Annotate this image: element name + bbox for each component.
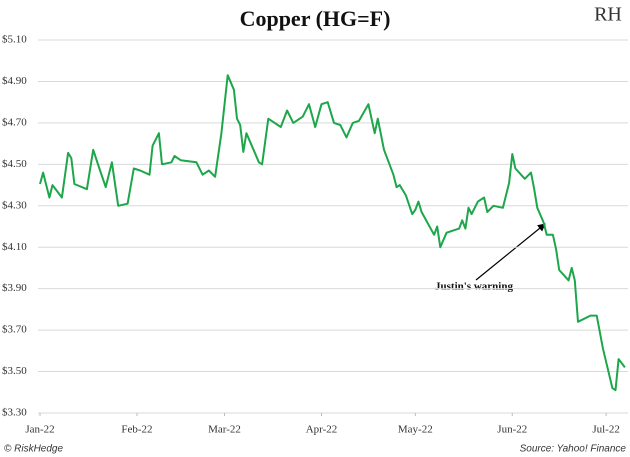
annotation-arrow (475, 223, 546, 281)
x-tick-label: Apr-22 (306, 424, 338, 436)
x-tick-label: Jun-22 (497, 424, 527, 436)
y-tick-label: $5.10 (2, 34, 27, 46)
logo: RH (594, 4, 622, 26)
x-tick-label: Feb-22 (121, 424, 152, 436)
y-tick-label: $4.90 (2, 75, 27, 87)
annotation: Justin's warning (435, 281, 513, 293)
y-tick-label: $4.30 (2, 199, 27, 211)
y-tick-label: $3.50 (2, 365, 27, 377)
y-tick-label: $3.70 (2, 324, 27, 336)
credit: © RiskHedge (4, 444, 63, 455)
source: Source: Yahoo! Finance (520, 444, 627, 455)
y-tick-label: $3.30 (2, 407, 27, 419)
chart-title: Copper (HG=F) (240, 6, 391, 31)
y-tick-label: $3.90 (2, 282, 27, 294)
x-tick-label: May-22 (398, 424, 433, 436)
y-tick-label: $4.50 (2, 158, 27, 170)
line (39, 74, 626, 392)
x-tick-label: Jul-22 (592, 424, 620, 436)
x-tick-label: Jan-22 (25, 424, 54, 436)
y-tick-label: $4.10 (2, 241, 27, 253)
x-tick-label: Mar-22 (208, 424, 241, 436)
y-tick-label: $4.70 (2, 116, 27, 128)
